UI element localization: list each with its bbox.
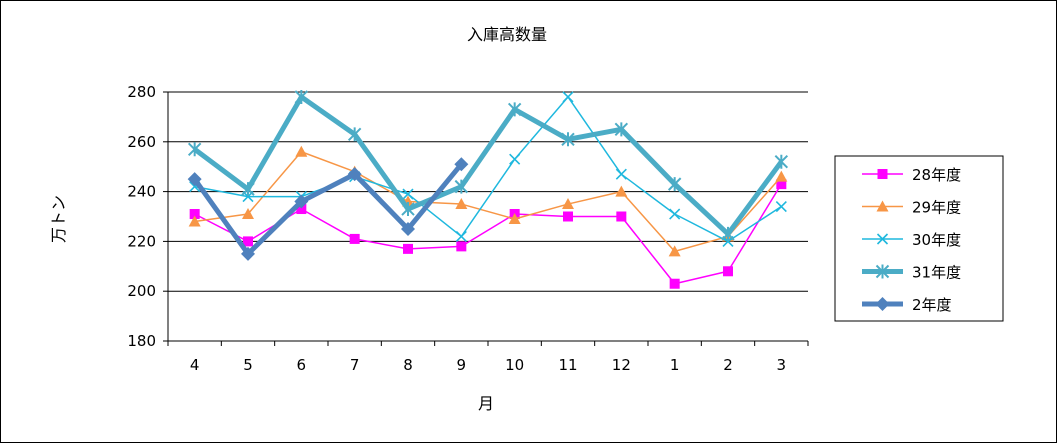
data-point [294,89,309,104]
legend-label: 28年度 [912,166,961,184]
data-point [402,188,414,200]
y-tick-label: 240 [127,183,156,201]
data-point [616,211,627,222]
x-tick-label: 3 [777,356,787,374]
x-tick-label: 1 [670,356,680,374]
data-point [775,170,788,182]
x-axis-title: 月 [478,394,494,413]
x-tick-label: 7 [350,356,360,374]
data-point [455,230,467,242]
y-tick-label: 280 [127,83,156,101]
legend-item: 29年度 [862,199,961,217]
y-tick-label: 260 [127,133,156,151]
data-point [401,221,415,236]
data-point [562,198,574,210]
data-point [877,169,888,179]
data-point [241,246,255,261]
data-point [509,153,521,165]
data-point [614,122,629,137]
series-line [192,162,464,257]
data-point [775,200,787,213]
x-tick-label: 12 [612,356,631,374]
data-point [403,243,413,254]
x-tick-label: 11 [558,356,577,374]
y-tick-label: 220 [127,232,156,250]
x-tick-label: 8 [403,356,413,374]
data-point [349,233,360,244]
data-point [669,208,681,220]
data-point [875,264,890,279]
y-axis-title: 万トン [49,195,68,243]
data-point [242,208,254,220]
series-line [194,151,782,253]
data-point [347,167,362,182]
series-2 [189,91,787,247]
legend-label: 29年度 [912,199,961,217]
data-point [454,179,469,194]
gridlines [168,91,808,292]
data-point [875,297,890,311]
data-point [454,157,469,172]
series-line [194,96,782,243]
series-line [193,94,784,237]
x-tick-label: 4 [190,356,200,374]
x-tick-label: 5 [243,356,253,374]
data-point [243,236,253,247]
data-point [563,211,573,222]
series-1 [188,145,788,257]
data-point [456,241,467,252]
data-point [188,215,201,227]
data-point [401,202,415,217]
data-point [723,266,733,277]
data-point [296,204,307,215]
data-point [876,233,889,245]
data-point [669,278,680,289]
x-tick-label: 10 [505,356,524,374]
series-4 [187,157,469,261]
legend: 28年度 29年度 30年度 31年度 2年度 [834,155,1004,322]
series-0 [189,179,787,289]
data-point [294,194,309,209]
data-point [721,226,735,241]
data-point [876,200,889,212]
data-point [241,182,255,197]
data-point [187,172,202,187]
series-lines [187,89,789,289]
legend-item: 31年度 [862,264,961,282]
legend-item: 28年度 [862,166,961,184]
legend-label: 30年度 [912,231,961,249]
x-tick-label: 9 [457,356,467,374]
legend-label: 31年度 [912,264,961,282]
y-tick-label: 200 [127,282,156,300]
data-point [561,132,575,147]
data-point [455,198,468,210]
data-point [189,209,200,220]
legend-label: 2年度 [912,296,952,314]
data-point [667,177,682,192]
data-point [347,127,362,142]
data-point [562,91,574,103]
data-point [508,212,521,224]
data-point [187,142,202,157]
series-line [194,183,782,285]
data-point [615,185,628,197]
data-point [295,145,308,157]
data-point [776,179,787,190]
series-3 [187,89,789,241]
data-point [615,168,627,180]
data-point [507,102,522,117]
legend-item: 30年度 [862,231,961,249]
data-point [774,154,789,169]
chart-title: 入庫高数量 [467,25,547,44]
x-tick-label: 6 [297,356,307,374]
data-point [668,245,681,257]
x-tick-label: 2 [723,356,733,374]
y-tick-label: 180 [127,332,156,350]
legend-item: 2年度 [862,296,952,314]
